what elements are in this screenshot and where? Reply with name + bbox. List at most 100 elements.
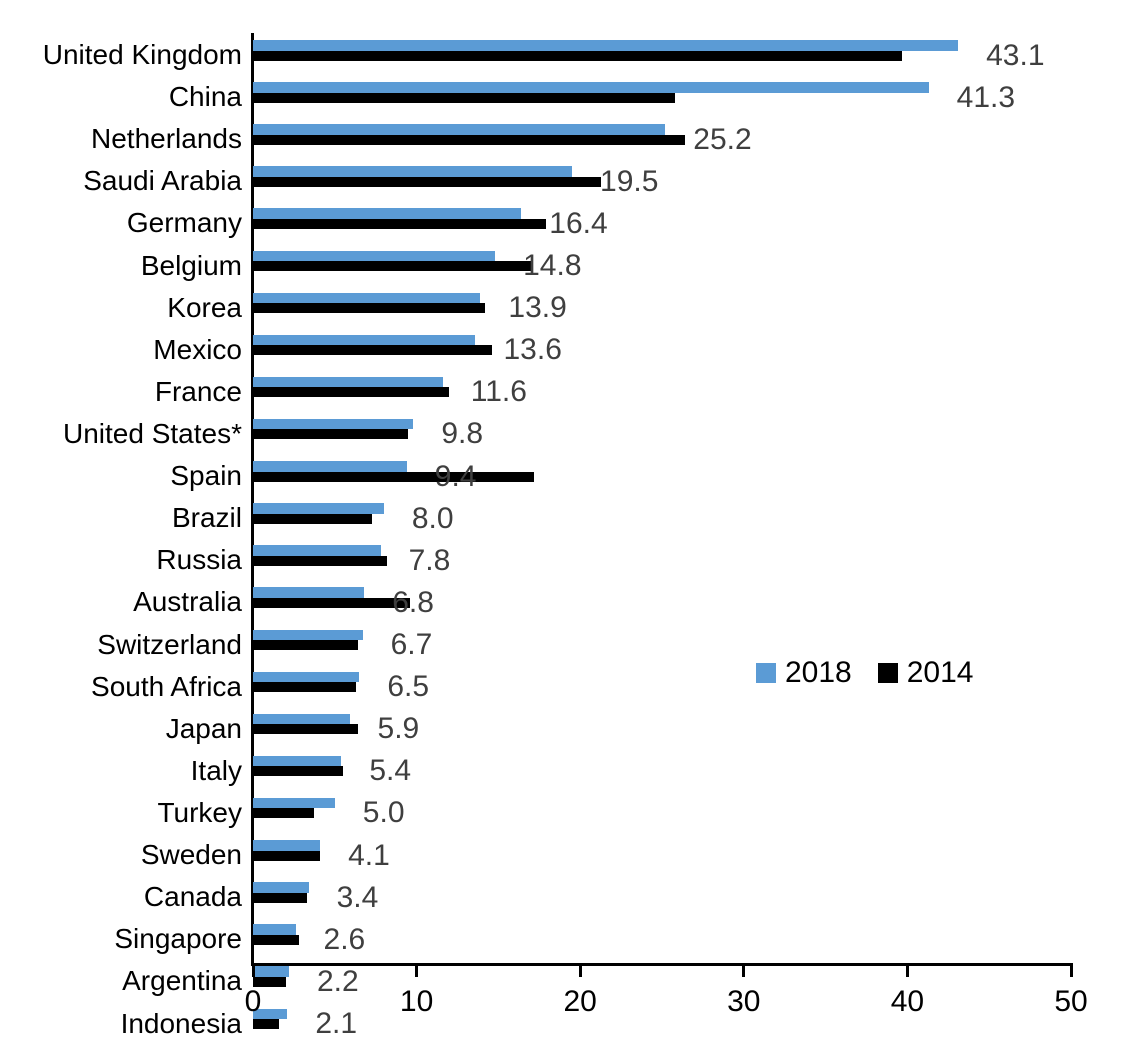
y-axis-line [251,33,254,966]
bar-group-spain: Spain 9.4 [170,461,1071,498]
x-axis-line [251,963,1073,966]
bar-2018 [253,755,342,767]
category-label: Belgium [140,249,242,281]
bar-group-singapore: Singapore 2.6 [114,922,1071,961]
bar-2014 [253,555,388,566]
bar-2018 [253,376,443,388]
bar-2018 [253,418,414,430]
category-label: Switzerland [97,628,242,660]
bar-group-belgium: Belgium 14.8 [141,249,1071,288]
bar-2018 [253,797,335,809]
value-label: 2.6 [323,922,366,956]
bar-group-russia: Russia 7.8 [156,545,1071,582]
bar-group-united-kingdom: United Kingdom 43.1 [43,40,1071,77]
bar-2014 [253,92,676,103]
legend-label-2018: 2018 [785,656,852,689]
x-axis-tick-label: 20 [563,985,597,1018]
bar-2018 [253,587,365,598]
x-axis-tick [578,966,582,977]
bar-group-japan: Japan 5.9 [166,712,1071,751]
value-label: 4.1 [348,838,390,872]
value-label: 2.2 [316,964,359,998]
bar-group-united-states: United States* 9.8 [63,417,1071,456]
bar-2014 [253,134,685,145]
category-label: Brazil [171,502,242,534]
bar-2018 [253,545,381,556]
category-label: France [154,375,242,407]
bar-group-sweden: Sweden 4.1 [141,838,1071,877]
category-label: Spain [170,460,242,492]
value-label: 8.0 [411,501,454,535]
value-label: 2.1 [315,1007,358,1041]
category-label: United States* [63,417,242,449]
bar-2018 [253,250,496,262]
bar-2018 [253,82,929,93]
bar-group-south-africa: South Africa 6.5 [91,670,1071,709]
category-label: Mexico [153,333,242,365]
bar-2014 [253,724,358,735]
category-label: Germany [126,207,242,239]
value-label: 5.9 [377,712,420,746]
bar-group-mexico: Mexico 13.6 [153,333,1071,372]
legend: 2018 2014 [756,655,974,691]
bar-2018 [253,671,360,683]
category-label: Canada [143,881,242,913]
value-label: 3.4 [336,880,379,914]
value-label: 41.3 [956,80,1016,114]
bar-group-china: China 41.3 [169,80,1071,119]
category-label: Turkey [157,796,242,828]
value-label: 14.8 [523,249,582,283]
bar-2018 [253,40,959,51]
bar-group-canada: Canada 3.4 [144,880,1071,919]
bar-group-france: France 11.6 [155,376,1071,414]
category-label: Argentina [122,965,242,997]
bar-2014 [253,597,411,608]
bar-2018 [253,966,289,977]
bar-group-saudi-arabia: Saudi Arabia 19.5 [83,164,1071,203]
category-label: Singapore [114,923,242,955]
value-label: 9.8 [441,417,484,451]
bar-2018 [253,461,407,472]
bar-2014 [253,640,358,651]
bar-2018 [253,1008,288,1020]
x-axis-tick [251,966,255,977]
bar-2018 [253,629,363,641]
bar-2014 [253,892,307,903]
x-axis-tick-label: 50 [1054,985,1088,1018]
bar-group-netherlands: Netherlands 25.2 [91,124,1071,161]
bar-2014 [253,471,535,482]
bar-2018 [253,166,573,177]
bar-2018 [253,208,522,219]
category-label: Saudi Arabia [83,165,242,197]
bar-group-argentina: Argentina 2.2 [122,964,1071,1003]
bar-2014 [253,850,321,861]
bar-2014 [253,345,492,356]
bar-2018 [253,292,481,304]
legend-swatch-2014 [877,663,898,683]
category-label: Russia [156,544,242,576]
value-label: 16.4 [549,206,608,240]
x-axis-tick-label: 40 [890,985,925,1018]
bar-2014 [253,808,314,819]
category-label: Netherlands [91,123,242,155]
bar-2018 [253,840,321,851]
x-axis-tick [415,966,419,977]
bar-2014 [253,682,357,693]
x-axis-tick [905,966,909,977]
x-axis-tick-label: 30 [727,985,761,1018]
bar-group-turkey: Turkey 5.0 [157,796,1071,835]
category-label: Korea [167,291,242,323]
value-label: 13.6 [503,333,562,367]
value-label: 19.5 [600,164,659,198]
bar-group-switzerland: Switzerland 6.7 [97,629,1071,667]
bar-group-indonesia: Indonesia 2.1 [121,1007,1071,1041]
bar-2014 [253,50,903,61]
value-label: 6.5 [387,670,430,704]
legend-swatch-2018 [756,663,776,683]
bar-2014 [253,934,299,945]
value-label: 6.8 [392,585,434,619]
x-axis-tick [1069,966,1073,977]
bar-2014 [253,1019,280,1030]
value-label: 5.0 [362,796,405,830]
category-label: United Kingdom [42,39,242,70]
